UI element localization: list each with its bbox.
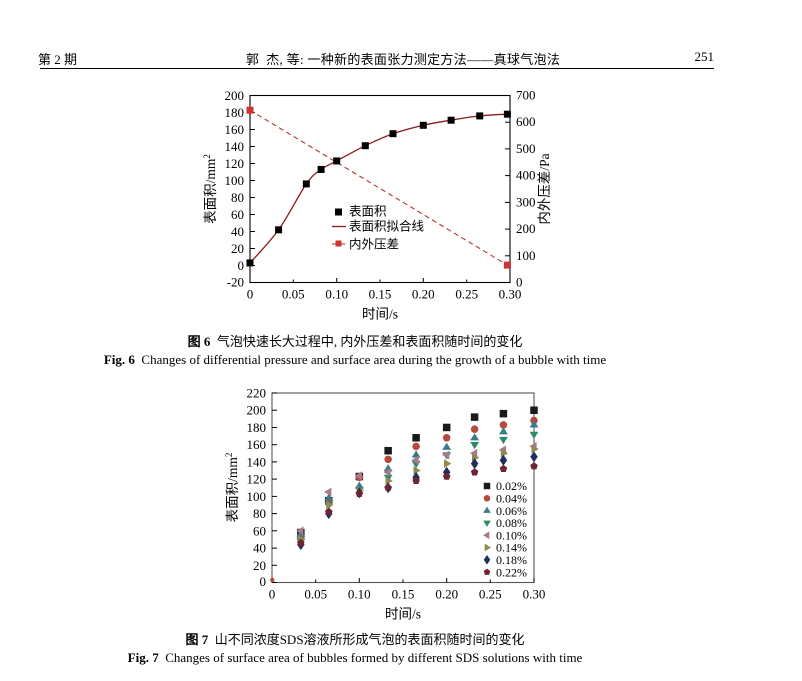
svg-text:0.30: 0.30 [523,587,546,602]
svg-text:60: 60 [253,523,266,538]
svg-text:20: 20 [253,558,266,573]
svg-text:100: 100 [247,489,267,504]
svg-text:180: 180 [247,420,267,435]
svg-text:时间/s: 时间/s [385,607,421,622]
svg-text:0: 0 [269,587,276,602]
svg-text:80: 80 [253,506,266,521]
svg-text:0.25: 0.25 [479,587,502,602]
svg-text:160: 160 [247,437,267,452]
svg-text:0.05: 0.05 [304,587,327,602]
svg-text:0.22%: 0.22% [496,565,527,579]
svg-text:0.10: 0.10 [348,587,371,602]
svg-text:200: 200 [247,403,267,418]
svg-text:220: 220 [247,386,267,401]
svg-text:0: 0 [260,574,267,589]
svg-text:40: 40 [253,541,266,556]
svg-text:140: 140 [247,454,267,469]
svg-text:120: 120 [247,472,267,487]
svg-text:表面积/mm2: 表面积/mm2 [224,453,240,523]
svg-text:0.15: 0.15 [392,587,415,602]
svg-text:0.20: 0.20 [435,587,458,602]
